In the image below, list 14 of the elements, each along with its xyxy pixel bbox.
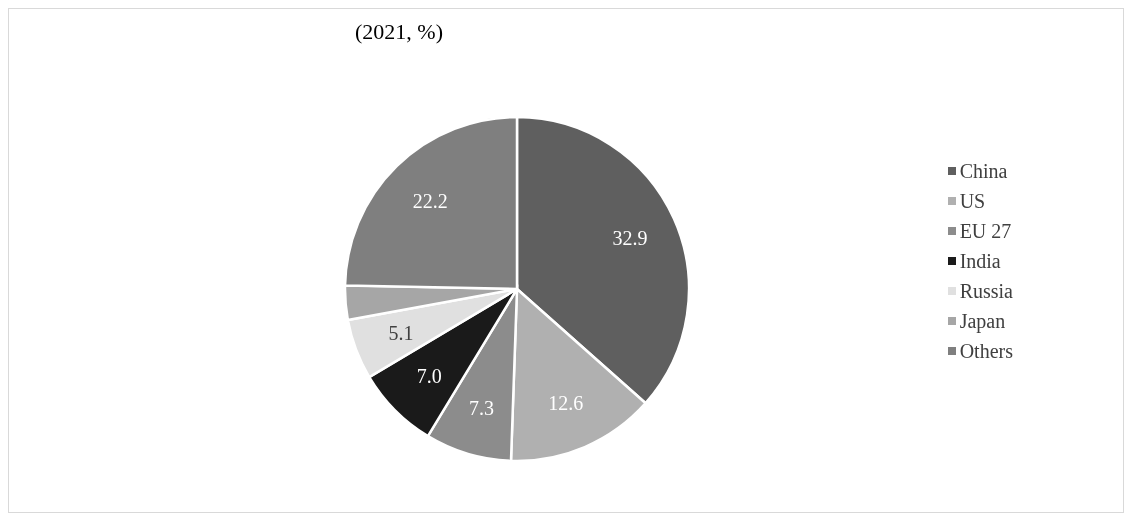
legend-label: Others (959, 338, 1013, 364)
legend-label: EU 27 (959, 218, 1012, 244)
data-label: 12.6 (548, 391, 584, 414)
legend-label: Russia (959, 278, 1013, 304)
chart-title: (2021, %) (354, 19, 444, 45)
legend-label: Japan (959, 308, 1006, 335)
data-label: 5.1 (388, 321, 414, 344)
legend-label: India (959, 248, 1001, 274)
legend-label: US (959, 188, 986, 214)
data-label: 22.2 (412, 189, 448, 212)
data-label: 7.0 (416, 365, 442, 388)
data-label: 32.9 (612, 227, 648, 250)
data-label: 7.3 (469, 396, 495, 419)
legend-label: China (959, 158, 1008, 184)
